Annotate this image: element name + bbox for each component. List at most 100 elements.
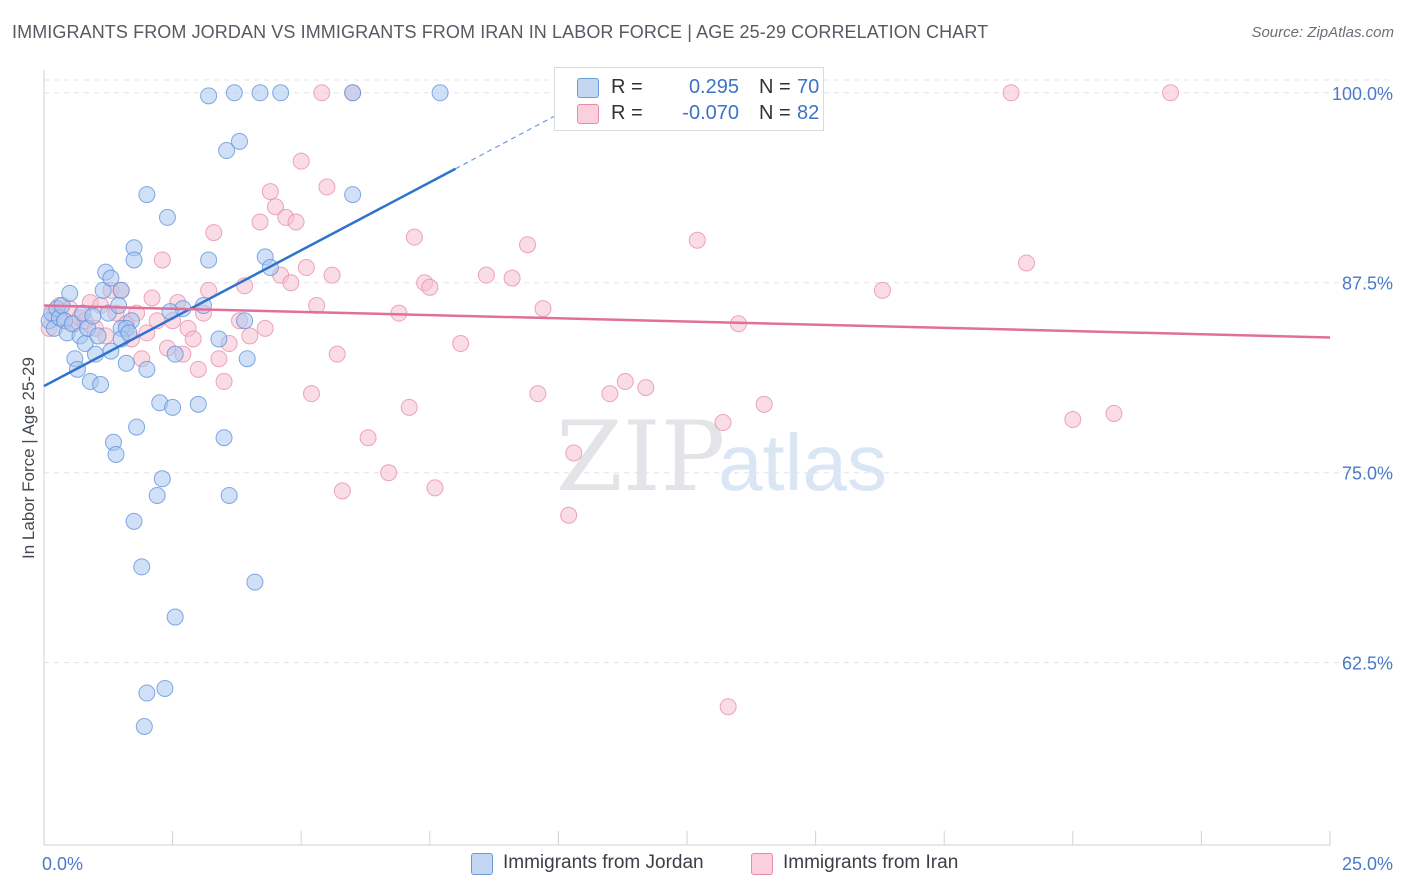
iran-point — [380, 464, 398, 482]
iran-point — [873, 281, 891, 299]
iran-point — [1162, 84, 1180, 102]
jordan-point — [102, 269, 120, 287]
jordan-point — [94, 281, 112, 299]
iran-swatch — [577, 104, 599, 124]
jordan-point — [344, 186, 362, 204]
source-label: Source: ZipAtlas.com — [1251, 24, 1394, 41]
stats-legend: R = 0.295 N = 70 R = -0.070 N = 82 — [554, 67, 824, 131]
n-value: 82 — [797, 102, 820, 124]
jordan-point — [138, 186, 156, 204]
iran-point — [1064, 411, 1082, 429]
legend-label: Immigrants from Jordan — [503, 852, 704, 873]
jordan-point — [125, 251, 143, 269]
jordan-point — [344, 84, 362, 102]
y-tick-label: 100.0% — [1332, 84, 1393, 104]
iran-point — [1018, 254, 1036, 272]
jordan-point — [135, 717, 153, 735]
jordan-point — [238, 350, 256, 368]
n-value: 70 — [797, 76, 820, 98]
iran-point — [1105, 404, 1123, 422]
jordan-point — [236, 312, 254, 330]
y-axis-label: In Labor Force | Age 25-29 — [19, 357, 38, 559]
r-value: -0.070 — [682, 102, 739, 124]
iran-point — [400, 398, 418, 416]
x-tick-labels: 0.0% 25.0% — [42, 854, 1393, 874]
iran-point — [241, 327, 259, 345]
iran-point — [287, 213, 305, 231]
jordan-point — [189, 395, 207, 413]
iran-point — [637, 379, 655, 397]
jordan-point — [61, 284, 79, 302]
iran-point — [251, 213, 269, 231]
jordan-point — [63, 315, 81, 333]
jordan-point — [148, 486, 166, 504]
jordan-point — [128, 418, 146, 436]
chart-title: IMMIGRANTS FROM JORDAN VS IMMIGRANTS FRO… — [12, 22, 989, 42]
iran-point — [297, 259, 315, 277]
jordan-point — [166, 345, 184, 363]
iran-point — [359, 429, 377, 447]
iran-point — [302, 385, 320, 403]
iran-trend-line — [43, 304, 1331, 339]
iran-point — [328, 345, 346, 363]
jordan-point — [92, 376, 110, 394]
jordan-point — [133, 558, 151, 576]
iran-point — [519, 236, 537, 254]
r-value: 0.295 — [688, 76, 739, 98]
iran-point — [529, 385, 547, 403]
axes — [43, 70, 1331, 846]
y-tick-label: 75.0% — [1342, 464, 1393, 484]
iran-point — [318, 178, 336, 196]
r-label: R = — [611, 102, 643, 124]
watermark-atlas: atlas — [718, 418, 887, 507]
y-tick-label: 62.5% — [1342, 654, 1393, 674]
iran-point — [601, 385, 619, 403]
jordan-point — [225, 84, 243, 102]
iran-point — [153, 251, 171, 269]
iran-point — [405, 228, 423, 246]
watermark-zip: ZIP — [556, 401, 725, 513]
jordan-point — [218, 142, 236, 160]
iran-point — [1002, 84, 1020, 102]
series-legend: Immigrants from Jordan Immigrants from I… — [0, 852, 1406, 878]
iran-point — [503, 269, 521, 287]
jordan-point — [272, 84, 290, 102]
iran-point — [452, 335, 470, 353]
jordan-point — [158, 208, 176, 226]
iran-point — [323, 266, 341, 284]
iran-point — [210, 350, 228, 368]
jordan-point — [125, 512, 143, 530]
jordan-swatch — [471, 853, 493, 875]
iran-point — [266, 198, 284, 216]
jordan-point — [107, 445, 125, 463]
x-tick-label: 25.0% — [1342, 854, 1393, 874]
y-tick-labels: 100.0% 87.5% 75.0% 62.5% — [1332, 84, 1393, 674]
jordan-point — [138, 684, 156, 702]
iran-point — [714, 414, 732, 432]
jordan-point — [230, 132, 248, 150]
iran-point — [565, 444, 583, 462]
iran-point — [143, 289, 161, 307]
jordan-point — [431, 84, 449, 102]
r-label: R = — [611, 76, 643, 98]
n-label: N = — [759, 102, 791, 124]
jordan-point — [110, 297, 128, 315]
iran-point — [477, 266, 495, 284]
jordan-series — [40, 84, 449, 735]
iran-point — [426, 479, 444, 497]
jordan-trend-line — [43, 167, 457, 388]
iran-point — [189, 360, 207, 378]
iran-point — [313, 84, 331, 102]
iran-point — [282, 274, 300, 292]
jordan-point — [153, 470, 171, 488]
iran-swatch — [751, 853, 773, 875]
jordan-point — [220, 486, 238, 504]
jordan-point — [156, 679, 174, 697]
x-tick-label: 0.0% — [42, 854, 83, 874]
jordan-point — [200, 251, 218, 269]
iran-point — [205, 224, 223, 242]
iran-point — [755, 395, 773, 413]
grid-lines — [44, 79, 1390, 664]
jordan-point — [215, 429, 233, 447]
